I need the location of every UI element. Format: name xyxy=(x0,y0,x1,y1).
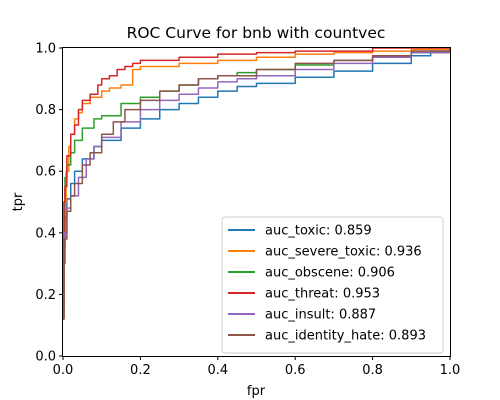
series-line-3 xyxy=(63,47,450,265)
x-axis-ticks: 0.0 0.2 0.4 0.6 0.8 1.0 xyxy=(53,356,461,378)
legend-label: auc_threat: 0.953 xyxy=(265,287,380,302)
x-axis-label: fpr xyxy=(247,384,266,399)
plot-lines xyxy=(63,47,451,320)
legend-label: auc_obscene: 0.906 xyxy=(265,266,395,281)
legend-box xyxy=(221,216,444,354)
y-axis-ticks: 0.0 0.2 0.4 0.6 0.8 1.0 xyxy=(35,42,63,365)
x-tick-label: 0.0 xyxy=(53,363,74,378)
legend-label: auc_severe_toxic: 0.936 xyxy=(265,245,422,260)
x-tick-label: 0.6 xyxy=(285,363,306,378)
y-tick-label: 0.2 xyxy=(35,288,56,303)
legend-label: auc_insult: 0.887 xyxy=(265,308,376,323)
plot-frame xyxy=(62,47,451,357)
series-line-5 xyxy=(63,48,451,320)
y-tick-label: 0.8 xyxy=(35,103,56,118)
y-tick-label: 0.6 xyxy=(35,165,56,180)
y-tick-label: 1.0 xyxy=(35,42,56,57)
y-tick-label: 0.4 xyxy=(35,226,56,241)
x-tick-label: 0.8 xyxy=(362,363,383,378)
x-tick-label: 1.0 xyxy=(440,363,461,378)
x-tick-label: 0.4 xyxy=(207,363,228,378)
chart-title: ROC Curve for bnb with countvec xyxy=(127,24,386,42)
legend-label: auc_toxic: 0.859 xyxy=(265,224,372,239)
y-axis-label: tpr xyxy=(11,192,26,211)
y-tick-label: 0.0 xyxy=(35,350,56,365)
x-tick-label: 0.2 xyxy=(130,363,151,378)
legend-label: auc_identity_hate: 0.893 xyxy=(265,329,426,344)
legend: auc_toxic: 0.859 auc_severe_toxic: 0.936 a… xyxy=(221,216,444,354)
